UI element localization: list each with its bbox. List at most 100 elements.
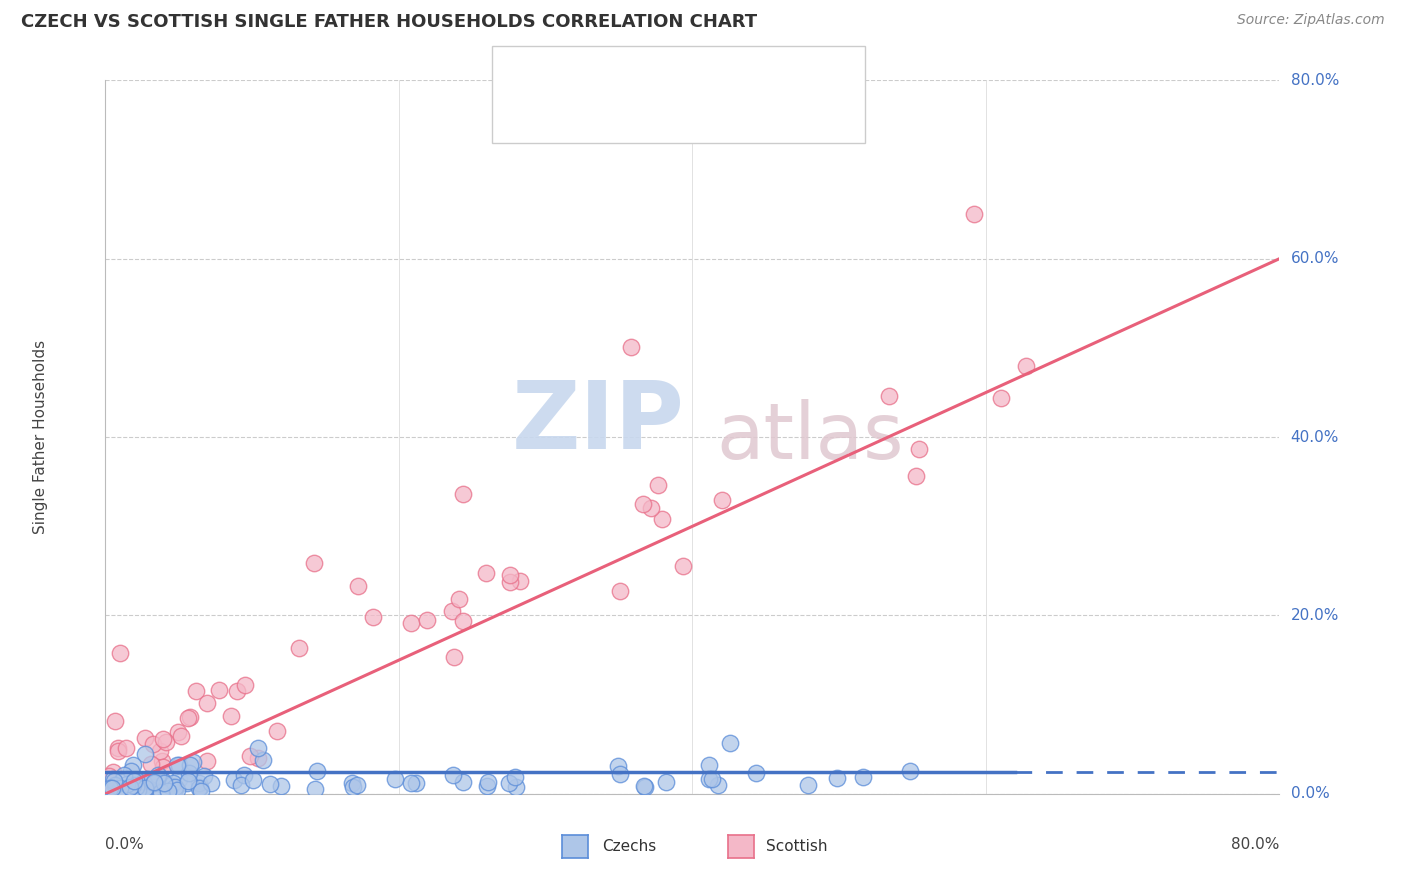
Point (221, 709, 243, 723)
Point (156, 784, 179, 798)
Point (195, 754, 218, 768)
Point (505, 780, 527, 794)
Text: atlas: atlas (716, 399, 904, 475)
Point (142, 776, 165, 790)
Point (134, 780, 156, 795)
Text: 80.0%: 80.0% (1291, 73, 1339, 87)
Point (745, 766, 768, 780)
Point (145, 780, 167, 794)
Point (443, 768, 465, 782)
Point (97, 769, 120, 783)
Point (111, 784, 134, 798)
Point (179, 758, 201, 772)
Point (169, 757, 191, 772)
Point (233, 768, 256, 782)
Point (163, 780, 186, 795)
Point (852, 770, 875, 784)
Text: R = 0.829    N = 63: R = 0.829 N = 63 (562, 109, 711, 124)
Point (166, 757, 188, 772)
Point (302, 556, 325, 570)
Point (825, 771, 848, 785)
Point (110, 775, 132, 789)
Point (190, 784, 212, 798)
Point (963, 207, 986, 221)
Point (127, 783, 149, 797)
Text: ZIP: ZIP (512, 376, 685, 469)
Point (120, 780, 142, 795)
Point (152, 773, 174, 788)
Point (247, 750, 270, 764)
Point (477, 774, 499, 789)
Point (169, 729, 191, 743)
Point (399, 615, 422, 630)
Point (186, 684, 208, 698)
Text: Source: ZipAtlas.com: Source: ZipAtlas.com (1237, 13, 1385, 28)
Point (252, 753, 274, 767)
Point (110, 786, 132, 800)
Text: 0.0%: 0.0% (1291, 787, 1329, 801)
Point (101, 764, 124, 779)
Point (634, 780, 657, 794)
Point (233, 678, 256, 692)
Point (115, 780, 138, 795)
Point (509, 574, 531, 588)
Point (188, 776, 211, 790)
Text: 40.0%: 40.0% (1291, 430, 1339, 444)
Point (655, 775, 678, 789)
Point (166, 783, 188, 797)
Point (711, 492, 734, 507)
Point (449, 591, 471, 606)
Point (114, 782, 136, 797)
Text: 0.0%: 0.0% (105, 837, 145, 852)
Point (451, 615, 474, 629)
Point (672, 558, 695, 573)
Point (266, 724, 288, 739)
Point (125, 772, 148, 787)
Point (135, 775, 157, 789)
Point (187, 780, 209, 795)
Point (122, 774, 145, 789)
Point (503, 770, 526, 784)
Point (898, 764, 921, 778)
Point (188, 780, 211, 794)
Point (167, 772, 190, 786)
Point (122, 778, 145, 792)
Point (384, 772, 406, 787)
Point (229, 778, 252, 792)
Point (152, 732, 174, 747)
Point (905, 469, 928, 483)
Point (107, 787, 129, 801)
Point (150, 754, 173, 768)
Point (242, 773, 264, 788)
Point (222, 773, 245, 788)
Point (135, 773, 157, 788)
Point (640, 500, 662, 515)
Point (165, 781, 187, 796)
Point (141, 757, 163, 772)
Point (226, 683, 249, 698)
Text: 60.0%: 60.0% (1291, 252, 1339, 266)
Point (259, 776, 281, 790)
Point (103, 714, 125, 728)
Point (797, 778, 820, 792)
Point (135, 780, 157, 795)
Point (697, 772, 720, 786)
Point (907, 442, 929, 457)
Point (152, 760, 174, 774)
Point (443, 649, 465, 664)
Point (401, 776, 423, 790)
Point (101, 781, 124, 796)
Point (200, 776, 222, 790)
Point (620, 340, 643, 354)
Point (115, 741, 138, 756)
Text: R = 0.091    N = 99: R = 0.091 N = 99 (562, 68, 711, 83)
Point (153, 776, 176, 790)
Point (112, 768, 135, 782)
Point (145, 771, 167, 785)
Text: CZECH VS SCOTTISH SINGLE FATHER HOUSEHOLDS CORRELATION CHART: CZECH VS SCOTTISH SINGLE FATHER HOUSEHOL… (21, 13, 758, 31)
Point (136, 777, 159, 791)
Point (101, 772, 124, 786)
Point (346, 778, 368, 792)
Point (120, 764, 142, 778)
Point (207, 683, 229, 698)
